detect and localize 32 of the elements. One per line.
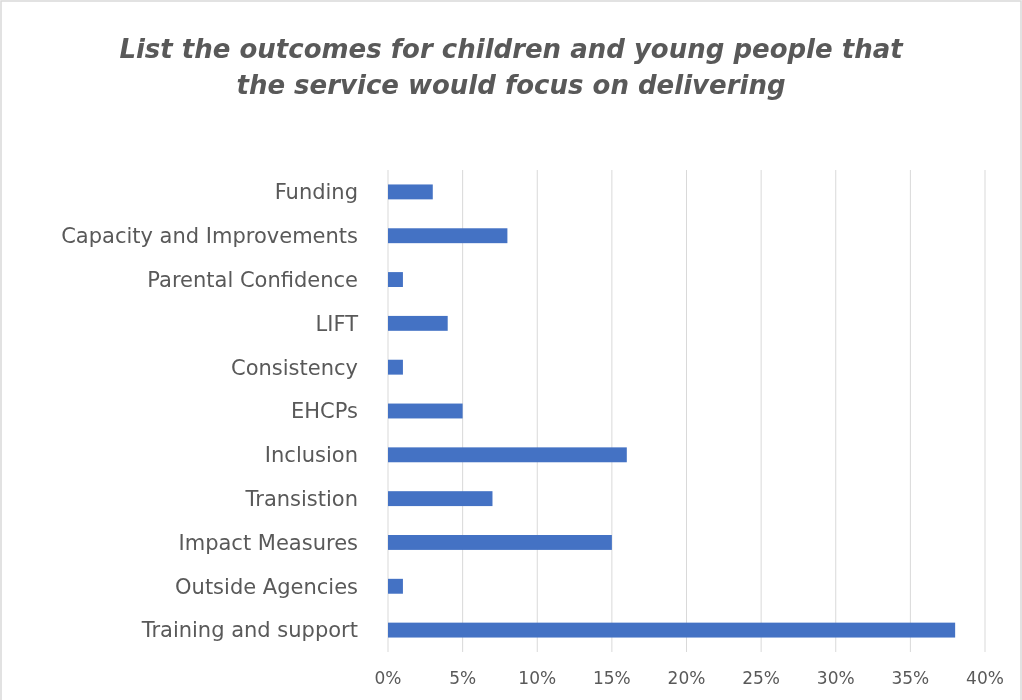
y-tick-label: Training and support [140, 618, 358, 643]
bar [388, 184, 433, 200]
bar [388, 447, 627, 463]
x-tick-label: 15% [592, 668, 631, 688]
y-tick-label: Outside Agencies [175, 574, 358, 599]
x-tick-label: 10% [518, 668, 557, 688]
bar [388, 403, 463, 419]
bar [388, 272, 403, 287]
bar [388, 228, 508, 244]
x-tick-label: 40% [966, 668, 1004, 688]
y-tick-label: EHCPs [291, 399, 358, 424]
y-tick-label: Inclusion [264, 443, 358, 468]
bar [388, 491, 493, 507]
y-tick-label: LIFT [315, 311, 359, 336]
x-tick-label: 5% [449, 668, 477, 688]
bar [388, 578, 403, 594]
x-tick-label: 20% [667, 668, 706, 688]
y-tick-label: Parental Confidence [147, 267, 358, 292]
chart-title: List the outcomes for children and young people that the service would focus on delivering [119, 34, 905, 100]
y-tick-label: Consistency [231, 355, 358, 380]
x-tick-label: 25% [742, 668, 781, 688]
x-tick-label: 35% [891, 668, 930, 688]
bar [388, 359, 403, 375]
y-tick-label: Transistion [244, 486, 358, 511]
y-tick-label: Impact Measures [178, 530, 358, 555]
y-tick-label: Capacity and Improvements [61, 224, 358, 249]
x-tick-label: 0% [374, 668, 402, 688]
y-tick-label: Funding [274, 180, 358, 205]
bar [388, 535, 612, 550]
x-tick-label: 30% [816, 668, 855, 688]
bar [388, 315, 448, 331]
bar [388, 622, 956, 638]
